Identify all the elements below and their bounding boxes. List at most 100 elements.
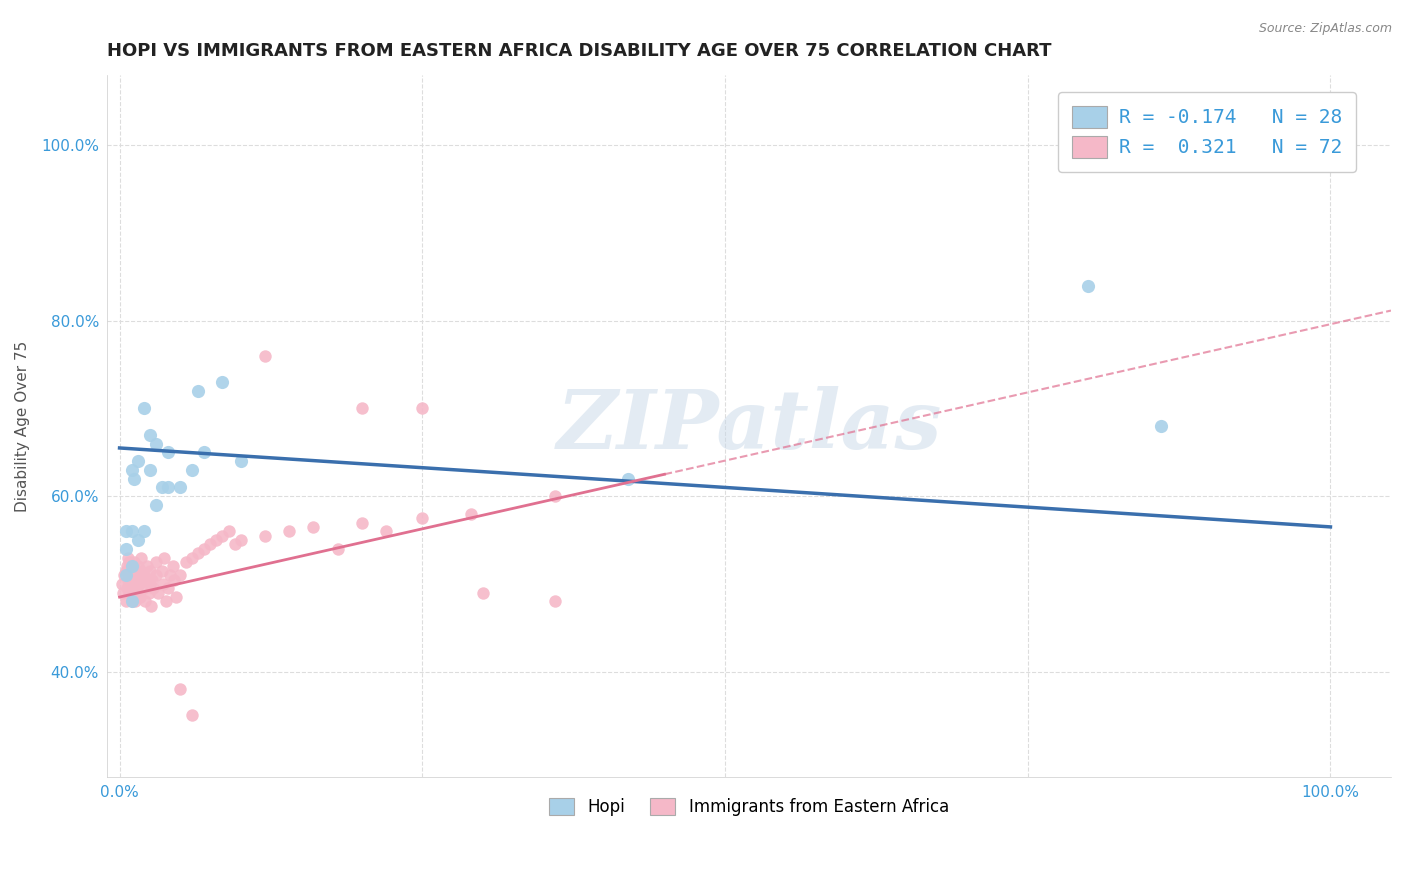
Point	[132, 524, 155, 539]
Point	[120, 577, 142, 591]
Point	[544, 489, 567, 503]
Point	[114, 541, 136, 556]
Point	[181, 708, 204, 723]
Point	[156, 480, 179, 494]
Point	[121, 594, 143, 608]
Point	[411, 511, 433, 525]
Point	[155, 594, 177, 608]
Point	[114, 568, 136, 582]
Point	[121, 573, 143, 587]
Point	[118, 568, 141, 582]
Point	[153, 550, 176, 565]
Point	[115, 559, 138, 574]
Point	[128, 577, 150, 591]
Point	[139, 463, 162, 477]
Point	[121, 559, 143, 574]
Point	[187, 546, 209, 560]
Point	[134, 594, 156, 608]
Point	[174, 555, 197, 569]
Point	[145, 498, 167, 512]
Point	[145, 568, 167, 582]
Point	[159, 568, 181, 582]
Point	[142, 582, 165, 596]
Text: Source: ZipAtlas.com: Source: ZipAtlas.com	[1258, 22, 1392, 36]
Point	[136, 559, 159, 574]
Text: HOPI VS IMMIGRANTS FROM EASTERN AFRICA DISABILITY AGE OVER 75 CORRELATION CHART: HOPI VS IMMIGRANTS FROM EASTERN AFRICA D…	[107, 42, 1052, 60]
Point	[121, 594, 143, 608]
Point	[278, 524, 301, 539]
Point	[193, 445, 215, 459]
Point	[1077, 278, 1099, 293]
Point	[139, 599, 162, 613]
Point	[121, 559, 143, 574]
Point	[127, 559, 149, 574]
Point	[211, 375, 233, 389]
Point	[169, 568, 191, 582]
Point	[114, 524, 136, 539]
Text: ZIPatlas: ZIPatlas	[557, 386, 942, 466]
Point	[121, 524, 143, 539]
Point	[145, 555, 167, 569]
Point	[118, 585, 141, 599]
Point	[115, 582, 138, 596]
Point	[122, 568, 145, 582]
Point	[150, 564, 173, 578]
Point	[166, 590, 188, 604]
Point	[129, 590, 152, 604]
Point	[127, 585, 149, 599]
Point	[205, 533, 228, 547]
Point	[132, 582, 155, 596]
Point	[411, 401, 433, 416]
Point	[163, 573, 186, 587]
Point	[124, 573, 146, 587]
Point	[132, 401, 155, 416]
Point	[145, 436, 167, 450]
Point	[156, 445, 179, 459]
Point	[169, 480, 191, 494]
Point	[127, 533, 149, 547]
Point	[211, 529, 233, 543]
Point	[152, 577, 174, 591]
Point	[112, 568, 135, 582]
Point	[141, 573, 163, 587]
Point	[253, 349, 276, 363]
Point	[131, 564, 153, 578]
Point	[150, 480, 173, 494]
Point	[118, 555, 141, 569]
Point	[350, 516, 373, 530]
Point	[544, 594, 567, 608]
Point	[117, 573, 139, 587]
Point	[139, 427, 162, 442]
Point	[229, 533, 252, 547]
Point	[111, 577, 134, 591]
Point	[114, 564, 136, 578]
Point	[162, 559, 184, 574]
Point	[302, 520, 325, 534]
Point	[193, 541, 215, 556]
Point	[138, 585, 160, 599]
Point	[114, 594, 136, 608]
Point	[375, 524, 398, 539]
Point	[127, 454, 149, 468]
Point	[1150, 419, 1173, 434]
Point	[135, 573, 157, 587]
Point	[120, 564, 142, 578]
Point	[229, 454, 252, 468]
Point	[181, 550, 204, 565]
Point	[181, 463, 204, 477]
Point	[148, 585, 170, 599]
Point	[139, 564, 162, 578]
Point	[132, 568, 155, 582]
Point	[617, 472, 640, 486]
Point	[200, 537, 222, 551]
Legend: Hopi, Immigrants from Eastern Africa: Hopi, Immigrants from Eastern Africa	[541, 789, 957, 825]
Point	[122, 555, 145, 569]
Point	[122, 472, 145, 486]
Point	[112, 585, 135, 599]
Point	[122, 582, 145, 596]
Y-axis label: Disability Age Over 75: Disability Age Over 75	[15, 341, 30, 512]
Point	[125, 568, 148, 582]
Point	[350, 401, 373, 416]
Point	[460, 507, 482, 521]
Point	[224, 537, 246, 551]
